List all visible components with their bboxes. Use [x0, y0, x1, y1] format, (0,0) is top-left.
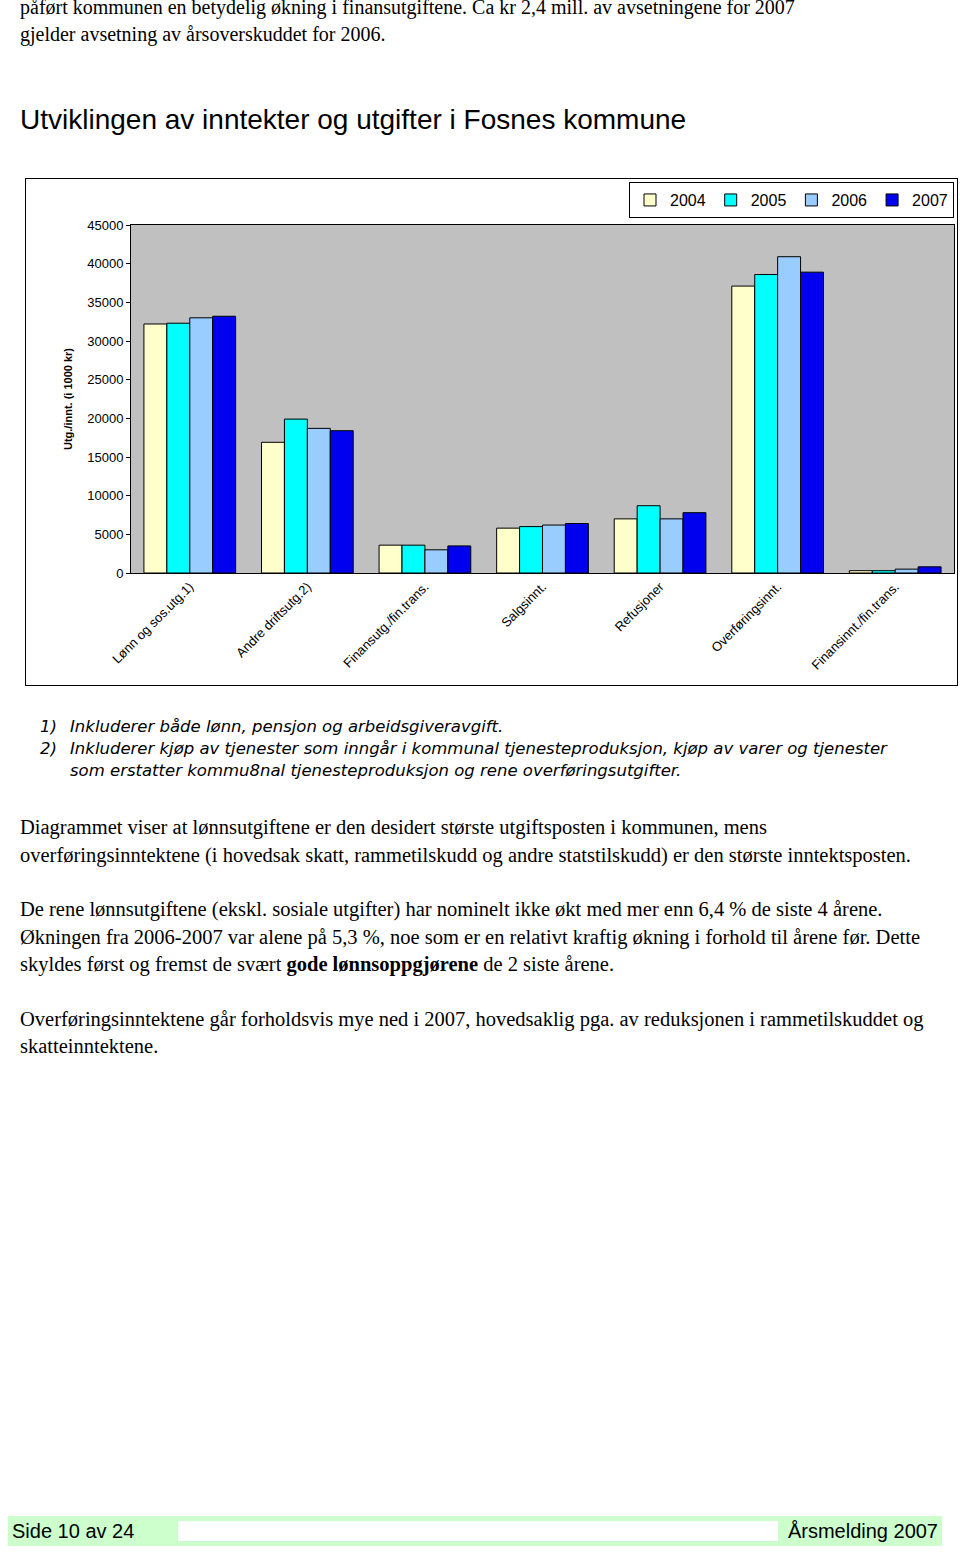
- html-text:1): 1): [40, 717, 57, 736]
- svg-text:Refusjoner: Refusjoner: [612, 579, 668, 635]
- svg-text:35000: 35000: [87, 295, 123, 310]
- svg-text:2004: 2004: [670, 192, 706, 209]
- html-text:Side 10 av 24: Side 10 av 24: [12, 1520, 135, 1542]
- svg-text:5000: 5000: [94, 527, 123, 542]
- svg-text:Finansinnt./fin.trans.: Finansinnt./fin.trans.: [809, 579, 902, 672]
- svg-text:2007: 2007: [912, 192, 948, 209]
- svg-text:30000: 30000: [87, 334, 123, 349]
- html-text:Diagrammet viser at lønnsutgif: Diagrammet viser at lønnsutgiftene er de…: [20, 816, 911, 866]
- svg-text:40000: 40000: [87, 256, 123, 271]
- svg-text:0: 0: [116, 566, 123, 581]
- svg-text:45000: 45000: [87, 218, 123, 233]
- html-text:Overføringsinntektene går forh: Overføringsinntektene går forholdsvis my…: [20, 1007, 924, 1057]
- html-text:Inkluderer kjøp av tjenester s: Inkluderer kjøp av tjenester som inngår …: [70, 739, 887, 780]
- svg-text:Andre driftsutg.2): Andre driftsutg.2): [233, 579, 314, 660]
- svg-text:25000: 25000: [87, 372, 123, 387]
- svg-text:Overføringsinnt.: Overføringsinnt.: [708, 579, 784, 655]
- svg-text:Lønn og sos.utg.1): Lønn og sos.utg.1): [109, 579, 196, 666]
- svg-text:20000: 20000: [87, 411, 123, 426]
- svg-text:Finansutg./fin.trans.: Finansutg./fin.trans.: [340, 579, 431, 670]
- html-text:Årsmelding 2007: Årsmelding 2007: [787, 1520, 938, 1542]
- html-text:2): 2): [40, 739, 57, 758]
- html-text:Inkluderer både lønn, pensjon: Inkluderer både lønn, pensjon og arbeids…: [70, 717, 504, 736]
- html-text:Utviklingen av inntekter og ut: Utviklingen av inntekter og utgifter i F…: [20, 104, 687, 135]
- svg-text:Utg./innt. (i 1000 kr): Utg./innt. (i 1000 kr): [62, 348, 74, 450]
- svg-text:10000: 10000: [87, 488, 123, 503]
- svg-text:2005: 2005: [751, 192, 787, 209]
- svg-text:Salgsinnt.: Salgsinnt.: [498, 579, 549, 630]
- svg-text:15000: 15000: [87, 450, 123, 465]
- html-text:De rene lønnsutgiftene (ekskl.: De rene lønnsutgiftene (ekskl. sosiale u…: [20, 898, 920, 975]
- html-text:gjelder avsetning av årsoversk: gjelder avsetning av årsoverskuddet for …: [20, 23, 386, 45]
- svg-text:2006: 2006: [831, 192, 867, 209]
